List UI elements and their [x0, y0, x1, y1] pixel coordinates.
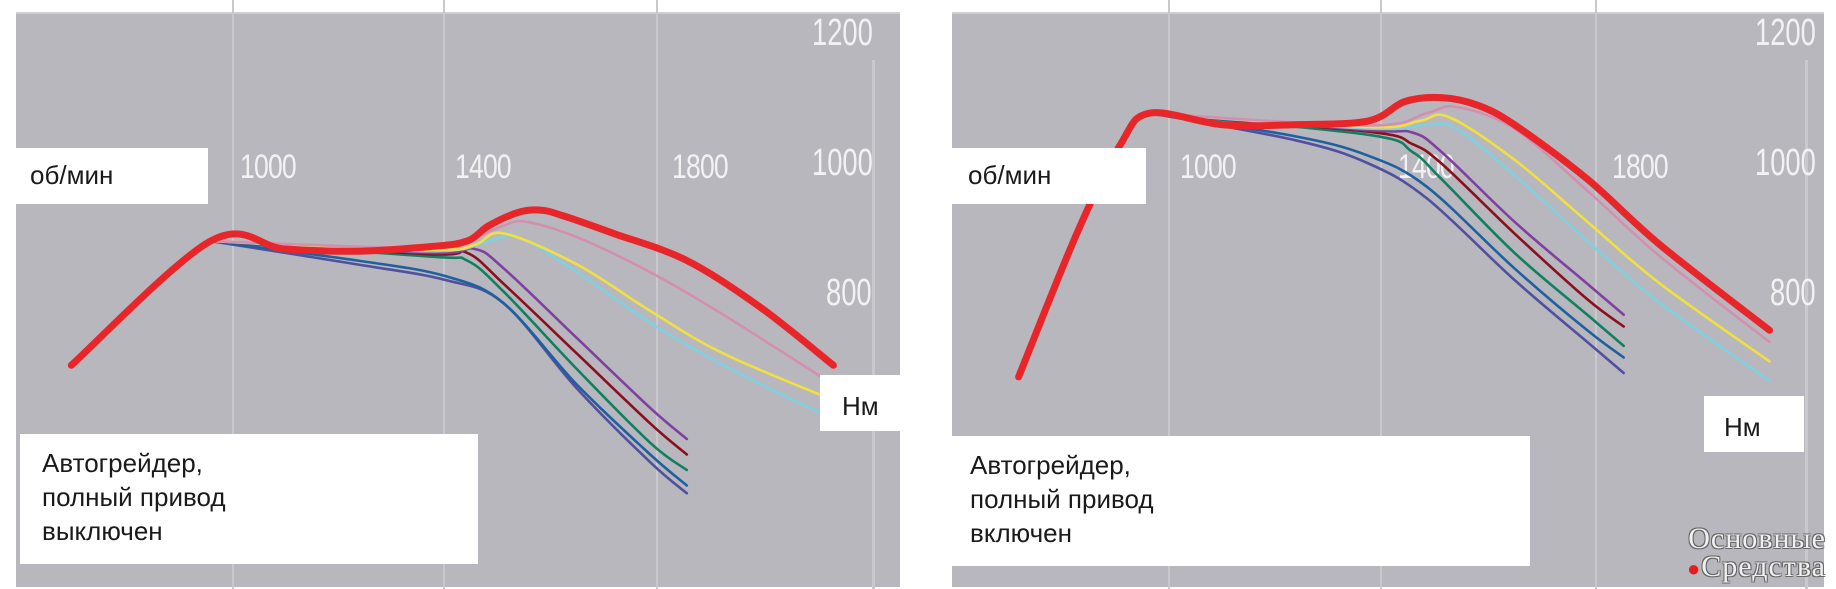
watermark-logo: Основные ●Средства: [1686, 522, 1826, 583]
top-border: [952, 12, 1824, 14]
annotation-line: Автогрейдер,: [42, 448, 203, 478]
series-line-6: [1148, 111, 1625, 328]
series-line-7: [1148, 111, 1625, 348]
grid-line: [1168, 0, 1170, 589]
watermark-line-2: Средства: [1701, 550, 1826, 583]
series-line-4: [1148, 111, 1771, 383]
x-tick-label: 1400: [455, 148, 512, 186]
annotation-line: полный привод: [970, 484, 1154, 514]
y-tick-label: 1000: [1755, 142, 1816, 184]
x-tick-label: 1000: [1180, 148, 1237, 186]
x-tick-label: 1800: [672, 148, 729, 186]
grid-line: [1805, 60, 1808, 589]
series-line-9: [1148, 111, 1625, 375]
annotation-line: Автогрейдер,: [970, 450, 1131, 480]
grid-line: [1380, 0, 1382, 589]
y-tick-label: 800: [1770, 272, 1816, 314]
grid-line: [443, 0, 445, 589]
curves-left: [67, 206, 837, 495]
annotation-box: Автогрейдер, полный привод выключен: [20, 434, 478, 564]
annotation-line: выключен: [42, 516, 163, 546]
grid-line: [232, 0, 234, 589]
x-tick-label: 1800: [1612, 148, 1669, 186]
series-line-2: [1148, 104, 1771, 344]
y-tick-label: 1200: [812, 12, 873, 54]
curves-right: [1015, 93, 1773, 383]
y-tick-label: 800: [826, 272, 872, 314]
annotation-line: полный привод: [42, 482, 226, 512]
top-border: [16, 12, 900, 14]
series-line-8: [209, 239, 689, 487]
annotation-box: Автогрейдер, полный привод включен: [948, 436, 1530, 566]
series-line-3: [1148, 111, 1771, 363]
watermark-line: Основные: [1688, 522, 1826, 555]
grid-line: [872, 60, 875, 589]
chart-panel-right: 1000 1400 1800 1200 1000 800 об/мин Нм А…: [940, 0, 1836, 589]
grid-line: [1595, 0, 1597, 589]
series-line-1: [67, 206, 837, 369]
series-line-8: [1148, 111, 1625, 359]
x-tick-label: 1000: [240, 148, 297, 186]
annotation-line: включен: [970, 518, 1072, 548]
grid-line: [656, 0, 658, 589]
series-line-4: [209, 234, 835, 421]
y-tick-label: 1200: [1755, 12, 1816, 54]
x-axis-label: об/мин: [16, 148, 208, 204]
y-tick-label: 1000: [812, 142, 873, 184]
y-axis-label: Нм: [1704, 396, 1804, 452]
red-dot-icon: ●: [1686, 556, 1702, 581]
x-axis-label: об/мин: [948, 148, 1146, 204]
chart-panel-left: 1000 1400 1800 1200 1000 800 об/мин Нм А…: [16, 0, 900, 589]
y-axis-label: Нм: [820, 375, 924, 431]
watermark-line: ●Средства: [1686, 550, 1826, 583]
